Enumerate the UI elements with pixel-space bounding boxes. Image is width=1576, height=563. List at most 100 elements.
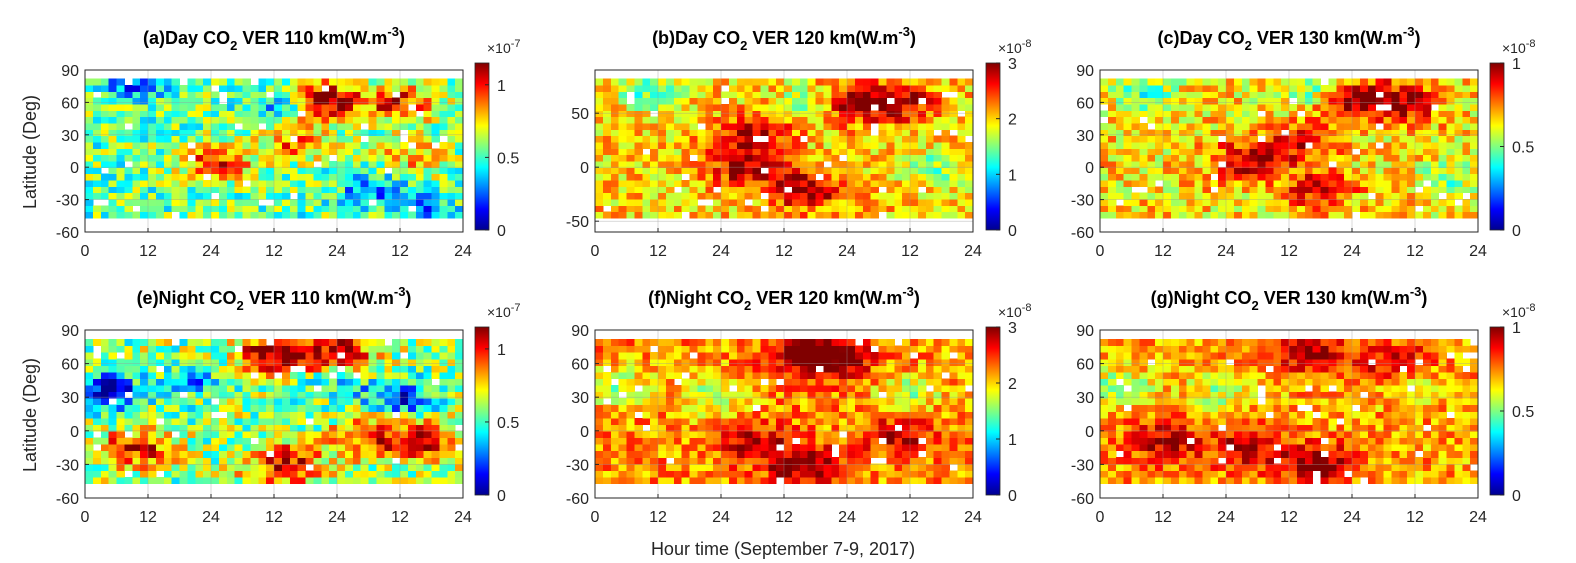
heatmap-cell [1415,103,1424,111]
heatmap-cell [258,160,267,168]
heatmap-cell [1257,148,1266,156]
heatmap-cell [108,430,118,439]
heatmap-cell [602,135,612,143]
heatmap-cell [681,417,691,425]
heatmap-cell [376,78,385,86]
heatmap-cell [100,103,110,111]
heatmap-cell [752,129,761,137]
heatmap-cell [1320,129,1329,137]
heatmap-cell [1383,116,1392,124]
heatmap-cell [415,358,425,366]
heatmap-cell [1336,129,1345,137]
heatmap-cell [713,365,722,373]
heatmap-cell [965,97,974,105]
heatmap-cell [187,457,196,465]
heatmap-cell [337,167,346,175]
heatmap-cell [313,378,322,386]
heatmap-cell [179,411,188,419]
heatmap-cell [289,391,299,399]
heatmap-cell [1257,179,1266,187]
heatmap-cell [799,148,809,156]
heatmap-cell [697,470,706,478]
heatmap-cell [384,148,393,156]
heatmap-cell [211,463,220,471]
heatmap-cell [705,186,714,194]
heatmap-cell [768,211,777,219]
heatmap-cell [1407,91,1416,99]
heatmap-cell [799,365,809,373]
heatmap-cell [1194,116,1203,124]
heatmap-cell [658,211,667,219]
heatmap-cell [650,103,659,111]
heatmap-cell [352,110,362,118]
heatmap-cell [85,154,94,162]
heatmap-cell [344,417,354,425]
heatmap-cell [155,352,165,360]
heatmap-cell [839,384,848,393]
heatmap-cell [1100,97,1109,105]
heatmap-cell [203,110,212,118]
heatmap-cell [595,424,604,432]
heatmap-cell [242,97,251,105]
heatmap-cell [321,476,330,485]
heatmap-cell [179,437,188,445]
heatmap-cell [847,378,856,386]
heatmap-cell [689,345,698,353]
heatmap-cell [815,358,824,366]
heatmap-cell [1462,211,1471,219]
heatmap-cell [266,358,275,366]
heatmap-cell [1265,167,1274,175]
heatmap-cell [626,352,635,360]
heatmap-cell [1170,116,1180,124]
heatmap-cell [831,84,840,92]
heatmap-cell [431,437,440,445]
heatmap-cell [1430,160,1440,168]
heatmap-cell [878,205,887,213]
heatmap-cell [1194,141,1203,149]
heatmap-cell [862,110,872,118]
heatmap-cell [321,135,330,143]
heatmap-cell [1289,205,1298,213]
heatmap-cell [1328,192,1337,200]
heatmap-cell [226,430,236,439]
heatmap-cell [250,91,259,99]
heatmap-cell [415,430,425,439]
heatmap-cell [1163,192,1172,200]
heatmap-cell [313,424,322,432]
heatmap-cell [1367,154,1377,162]
heatmap-cell [148,198,157,206]
heatmap-cell [1163,103,1172,111]
heatmap-cell [602,358,612,366]
heatmap-cell [854,450,864,458]
heatmap-cell [1438,211,1448,219]
heatmap-cell [784,457,793,465]
heatmap-cell [721,129,730,137]
heatmap-cell [1273,192,1282,200]
heatmap-cell [1304,192,1314,200]
heatmap-cell [187,211,196,219]
heatmap-cell [431,430,440,439]
heatmap-cell [1281,186,1290,194]
heatmap-cell [823,192,832,200]
x-tick-label: 24 [712,243,730,260]
heatmap-cell [697,160,706,168]
heatmap-cell [807,122,817,130]
heatmap-cell [218,160,228,168]
heatmap-cell [1304,103,1314,111]
heatmap-cell [689,135,698,143]
heatmap-cell [455,198,464,206]
heatmap-cell [697,384,706,393]
heatmap-cell [595,135,604,143]
heatmap-cell [1131,167,1140,175]
heatmap-cell [902,129,911,137]
heatmap-cell [455,358,464,366]
heatmap-cell [352,352,362,360]
heatmap-cell [266,371,275,379]
heatmap-cell [791,91,801,99]
heatmap-cell [400,116,409,124]
heatmap-cell [1462,122,1471,130]
heatmap-cell [1107,84,1117,92]
heatmap-cell [784,192,793,200]
heatmap-cell [313,103,322,111]
heatmap-cell [673,129,683,137]
